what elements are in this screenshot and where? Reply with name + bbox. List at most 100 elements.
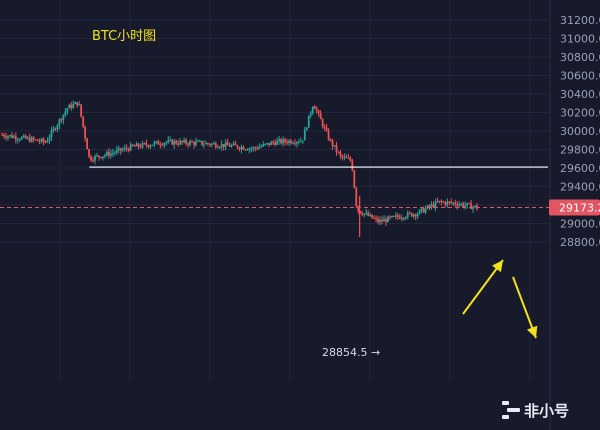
candle-body: [268, 142, 271, 146]
candle-body: [274, 142, 277, 145]
candle-body: [96, 155, 98, 157]
candle-body: [191, 141, 193, 143]
up-arrow-head: [492, 260, 503, 273]
candle-body: [28, 137, 31, 142]
candle-body: [248, 148, 251, 150]
candle-body: [119, 148, 122, 151]
candle-body: [369, 214, 372, 216]
candle-body: [201, 140, 203, 145]
candle-body: [94, 155, 96, 161]
candle-body: [7, 136, 9, 138]
candle-body: [284, 139, 286, 142]
candle-body: [232, 143, 235, 146]
candle-body: [299, 140, 302, 142]
candle-body: [242, 146, 245, 150]
candle-body: [327, 130, 330, 140]
candle-body: [270, 141, 273, 146]
candle-body: [3, 134, 5, 137]
candle-body: [290, 140, 292, 144]
candle-body: [430, 204, 433, 207]
candle-body: [226, 142, 229, 146]
candle-body: [375, 218, 377, 220]
candle-body: [64, 111, 67, 115]
candle-body: [206, 143, 209, 145]
candle-body: [337, 151, 340, 153]
watermark-logo-icon-bar: [507, 408, 520, 412]
candle-body: [220, 144, 223, 148]
candle-body: [208, 144, 211, 146]
candle-body: [78, 104, 81, 106]
candle-body: [82, 116, 85, 127]
y-tick-label: 29800.00: [560, 144, 600, 157]
candle-body: [438, 200, 441, 202]
candle-body: [165, 142, 168, 144]
candle-body: [187, 143, 189, 145]
candle-body: [462, 203, 465, 207]
candle-body: [343, 156, 346, 158]
candle-body: [107, 152, 110, 156]
candle-body: [125, 147, 128, 149]
candle-body: [266, 142, 269, 144]
candle-body: [117, 148, 120, 150]
candle-body: [359, 211, 362, 214]
candle-body: [74, 102, 77, 105]
candle-body: [159, 144, 162, 146]
candle-body: [169, 139, 172, 141]
candle-body: [224, 142, 227, 147]
candle-body: [321, 119, 324, 127]
candle-body: [406, 212, 409, 218]
watermark-logo-icon: [502, 401, 509, 405]
y-tick-label: 30000.00: [560, 125, 600, 138]
candles: [1, 100, 478, 237]
candle-body: [448, 201, 451, 203]
down-arrow-head: [526, 325, 538, 338]
candle-body: [333, 145, 336, 147]
candle-body: [157, 141, 160, 145]
candle-body: [311, 106, 314, 114]
candle-body: [294, 143, 296, 145]
candle-body: [468, 203, 471, 205]
candle-body: [412, 214, 415, 217]
candle-body: [44, 141, 47, 143]
candle-body: [436, 201, 439, 203]
candle-body: [113, 152, 116, 154]
candle-body: [410, 213, 413, 217]
candle-body: [418, 209, 421, 214]
candle-body: [137, 143, 140, 147]
candle-body: [151, 144, 154, 146]
candle-body: [5, 136, 7, 138]
candle-body: [288, 140, 290, 144]
candle-body: [195, 141, 197, 145]
candle-body: [10, 135, 13, 138]
candle-body: [387, 216, 389, 223]
candle-body: [365, 212, 368, 214]
candle-body: [353, 170, 356, 188]
candle-body: [54, 128, 57, 130]
candle-body: [292, 143, 294, 145]
candle-body: [254, 147, 257, 149]
candle-body: [309, 113, 312, 116]
candle-body: [392, 215, 395, 217]
candle-body: [20, 137, 23, 140]
candle-body: [276, 140, 279, 145]
candle-body: [454, 202, 457, 205]
candle-body: [303, 129, 306, 141]
candle-body: [135, 143, 138, 147]
candle-body: [339, 152, 342, 156]
candle-body: [278, 139, 280, 141]
y-tick-label: 30400.00: [560, 88, 600, 101]
candle-body: [367, 212, 370, 216]
candle-body: [422, 208, 425, 213]
y-tick-label: 28800.00: [560, 236, 600, 249]
candle-body: [347, 157, 350, 159]
candle-body: [141, 143, 144, 148]
candle-body: [62, 114, 65, 121]
candle-body: [216, 147, 219, 149]
candle-body: [335, 145, 338, 152]
candle-body: [313, 106, 316, 109]
candle-body: [398, 216, 401, 219]
current-price-tag-bg: [549, 199, 600, 216]
candle-body: [355, 187, 358, 206]
candle-body: [40, 138, 43, 142]
candle-body: [256, 148, 259, 150]
